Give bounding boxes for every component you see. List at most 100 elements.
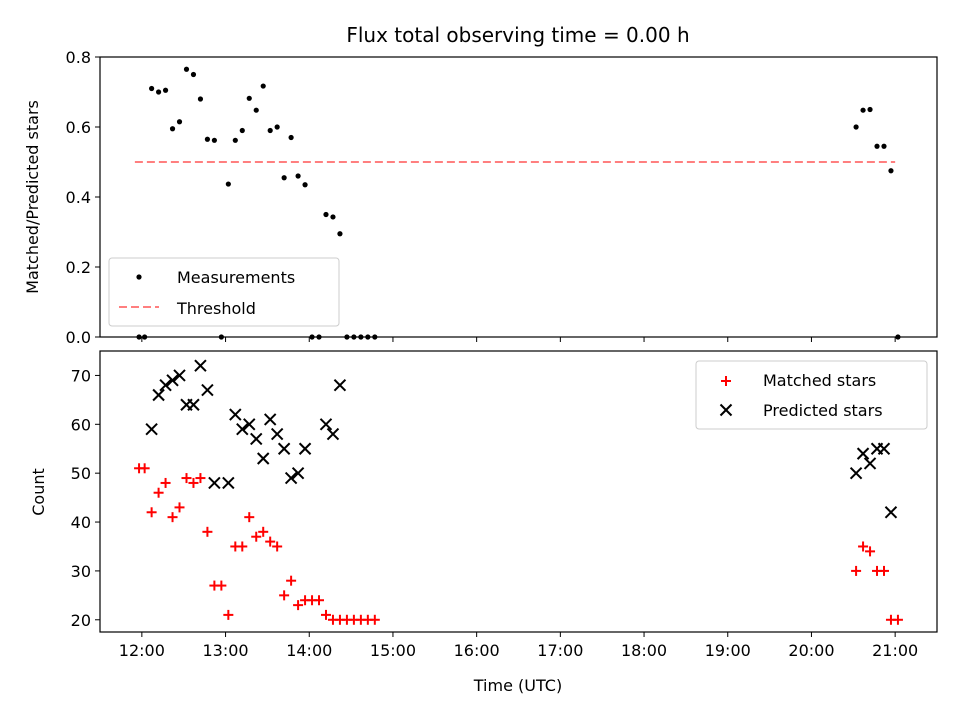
predicted-star-b [250, 432, 263, 446]
matched-star-point [279, 590, 290, 601]
predicted-star-point [250, 432, 263, 446]
measurement-point [330, 214, 336, 220]
legend-predicted-marker [719, 403, 733, 417]
measurement-point [881, 143, 887, 149]
bottom-y-tick-label: 50 [71, 464, 91, 483]
predicted-star-point [863, 457, 877, 470]
measurement-point [874, 143, 880, 149]
predicted-star-b [222, 476, 235, 490]
predicted-star-b [277, 442, 291, 455]
bottom-y-axis-label: Count [29, 468, 48, 516]
predicted-star-point [194, 359, 207, 372]
legend-matched-label: Matched stars [763, 371, 876, 390]
x-axis-label: Time (UTC) [473, 676, 562, 695]
chart-title: Flux total observing time = 0.00 h [346, 23, 689, 47]
bottom-legend-box [695, 360, 928, 430]
measurement-point [253, 107, 259, 113]
top-legend-box [108, 257, 340, 327]
matched-star-point [160, 477, 171, 488]
matched-star-point [251, 531, 262, 542]
measurement-point [211, 137, 217, 143]
predicted-star-b [152, 388, 165, 402]
predicted-star-b [877, 442, 891, 455]
top-panel: 0.0 0.2 0.4 0.6 0.8 Measurements Threshold [66, 48, 938, 347]
matched-star-point [174, 502, 185, 513]
measurement-point [281, 175, 287, 181]
measurement-point [260, 83, 266, 89]
predicted-star-point [270, 427, 284, 441]
measurement-point [162, 87, 169, 93]
matched-star-point [858, 541, 869, 552]
predicted-star-b [243, 418, 256, 431]
measurement-point [888, 168, 894, 174]
x-tick-label: 17:00 [537, 641, 583, 660]
predicted-star-point [208, 476, 221, 490]
matched-star-point [320, 609, 331, 620]
matched-star-point [244, 512, 255, 523]
measurement-point [337, 231, 343, 237]
predicted-star-b [173, 369, 186, 382]
predicted-star-b [145, 422, 158, 436]
predicted-star-point [229, 408, 242, 421]
predicted-star-b [298, 442, 312, 455]
top-y-tick-label: 0.8 [66, 48, 91, 67]
predicted-star-point [877, 442, 891, 455]
predicted-star-point [298, 442, 312, 455]
predicted-star-point [277, 442, 291, 455]
predicted-star-point [159, 379, 172, 392]
matched-star-point [314, 595, 325, 606]
measurement-point [267, 127, 273, 134]
predicted-star-b [194, 359, 207, 372]
predicted-star-b [319, 418, 333, 431]
matched-star-point [146, 507, 157, 518]
predicted-star-point [243, 418, 256, 431]
top-legend: Measurements Threshold [108, 257, 340, 327]
x-tick-label: 14:00 [286, 641, 332, 660]
matched-star-point [139, 463, 150, 474]
legend-predicted-label: Predicted stars [763, 401, 883, 420]
measurement-point [288, 134, 294, 141]
measurement-point [239, 127, 245, 134]
matched-star-point [216, 580, 227, 591]
predicted-star-point [326, 427, 340, 441]
matched-star-point [167, 512, 178, 523]
predicted-star-point [173, 369, 186, 382]
predicted-star-b [263, 413, 277, 426]
top-y-axis-label: Matched/Predicted stars [23, 100, 42, 294]
matched-star-point [293, 600, 304, 611]
measurement-point [197, 96, 204, 102]
predicted-star-b [166, 374, 179, 387]
predicted-star-point [222, 476, 235, 490]
x-tick-label: 21:00 [872, 641, 918, 660]
predicted-star-b [208, 476, 221, 490]
matched-star-point [272, 541, 283, 552]
measurement-point [302, 182, 308, 188]
predicted-star-b [159, 379, 172, 392]
x-tick-label: 13:00 [202, 641, 248, 660]
x-tick-label: 19:00 [705, 641, 751, 660]
matched-star-point [237, 541, 248, 552]
predicted-star-b [284, 471, 298, 485]
legend-threshold-label: Threshold [176, 299, 256, 318]
top-y-tick-label: 0.6 [66, 118, 91, 137]
legend-matched-marker [721, 376, 731, 386]
predicted-star-b [884, 506, 898, 519]
matched-star-point [195, 473, 206, 484]
x-tick-label: 16:00 [454, 641, 500, 660]
matched-star-point [369, 614, 380, 625]
predicted-star-b [863, 457, 877, 470]
measurement-point [860, 107, 866, 113]
x-tick-label: 15:00 [370, 641, 416, 660]
predicted-star-b [326, 427, 340, 441]
matched-star-point [851, 565, 862, 576]
top-y-tick-label: 0.4 [66, 188, 91, 207]
predicted-star-point [263, 413, 277, 426]
top-y-tick-label: 0.0 [66, 328, 91, 347]
predicted-star-point [201, 383, 214, 397]
matched-star-point [153, 487, 164, 498]
predicted-star-b [236, 422, 249, 436]
matched-star-point [258, 526, 269, 537]
bottom-panel: 20 30 40 50 60 70 12:00 13:00 14:00 15:00 16:00 17:… [71, 350, 938, 660]
matched-star-point [188, 477, 199, 488]
